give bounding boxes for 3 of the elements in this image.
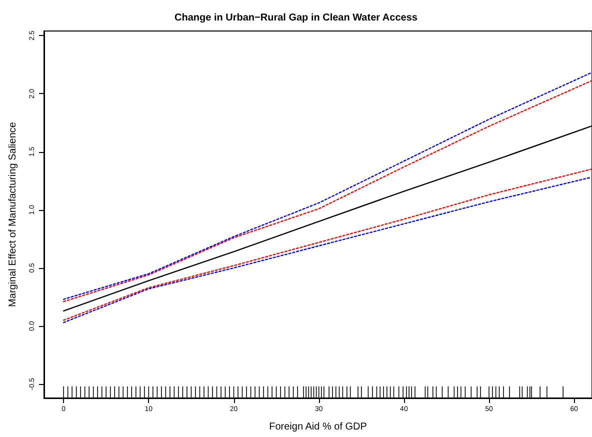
y-axis-title: Marginal Effect of Manufacturing Salience [8,122,18,307]
x-axis-title: Foreign Aid % of GDP [269,422,368,432]
chart-title: Change in Urban−Rural Gap in Clean Water Access [174,12,418,24]
